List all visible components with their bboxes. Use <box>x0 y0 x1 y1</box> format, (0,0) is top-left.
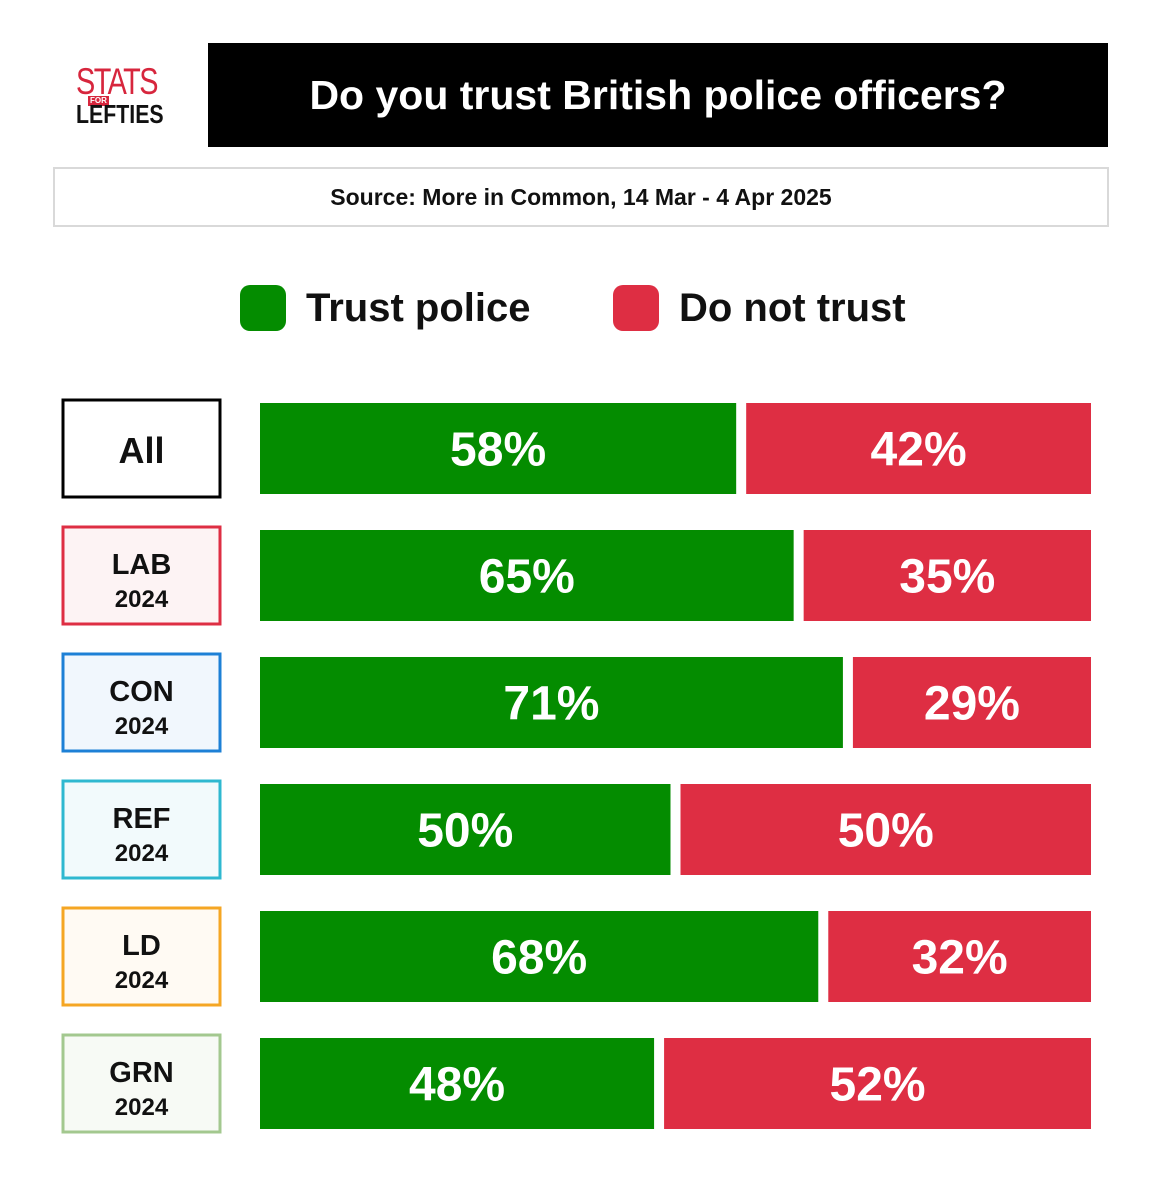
legend-item-distrust: Do not trust <box>613 282 906 334</box>
legend-label-trust: Trust police <box>306 285 531 330</box>
category-year-label: 2024 <box>115 840 169 867</box>
category-year-label: 2024 <box>115 586 169 613</box>
legend-item-trust: Trust police <box>240 282 531 334</box>
data-label-distrust: 52% <box>830 1059 926 1112</box>
data-label-trust: 68% <box>491 932 587 985</box>
data-label-trust: 58% <box>450 424 546 477</box>
data-label-distrust: 29% <box>924 678 1020 731</box>
legend-swatch-trust <box>240 285 286 331</box>
data-label-trust: 65% <box>479 551 575 604</box>
bar-distrust <box>852 657 1091 748</box>
data-label-trust: 48% <box>409 1059 505 1112</box>
bar-trust <box>260 403 737 494</box>
bar-trust <box>260 1038 655 1129</box>
category-label: REF <box>113 803 171 835</box>
source-note: Source: More in Common, 14 Mar - 4 Apr 2… <box>53 167 1109 227</box>
data-label-trust: 71% <box>503 678 599 731</box>
category-year-label: 2024 <box>115 967 169 994</box>
data-label-trust: 50% <box>417 805 513 858</box>
category-label: All <box>118 430 164 471</box>
chart-title: Do you trust British police officers? <box>208 43 1108 147</box>
category-label: CON <box>109 676 173 708</box>
category-label-box <box>61 1033 222 1134</box>
bar-trust <box>260 911 819 1002</box>
logo-stats-text: STATS <box>76 61 158 102</box>
category-label-box <box>61 906 222 1007</box>
bar-trust <box>260 530 794 621</box>
bar-distrust <box>828 911 1091 1002</box>
bar-distrust <box>746 403 1091 494</box>
category-label: LAB <box>112 549 172 581</box>
bar-trust <box>260 657 843 748</box>
bar-trust <box>260 784 671 875</box>
category-label: GRN <box>109 1057 173 1089</box>
data-label-distrust: 32% <box>912 932 1008 985</box>
logo-lefties-text: LEFTIES <box>76 99 164 129</box>
category-label-box <box>61 525 222 626</box>
logo: STATS FOR LEFTIES <box>74 61 174 129</box>
data-label-distrust: 35% <box>899 551 995 604</box>
legend-label-distrust: Do not trust <box>679 285 906 330</box>
bar-distrust <box>680 784 1091 875</box>
category-label-box <box>61 398 222 499</box>
bar-distrust <box>664 1038 1091 1129</box>
data-label-distrust: 42% <box>871 424 967 477</box>
bar-distrust <box>803 530 1091 621</box>
category-label-box <box>61 779 222 880</box>
legend-swatch-distrust <box>613 285 659 331</box>
category-label-box <box>61 652 222 753</box>
category-year-label: 2024 <box>115 1094 169 1121</box>
data-label-distrust: 50% <box>838 805 934 858</box>
category-year-label: 2024 <box>115 713 169 740</box>
logo-for-text: FOR <box>88 96 109 106</box>
legend: Trust police Do not trust <box>0 282 1165 334</box>
category-label: LD <box>122 930 161 962</box>
